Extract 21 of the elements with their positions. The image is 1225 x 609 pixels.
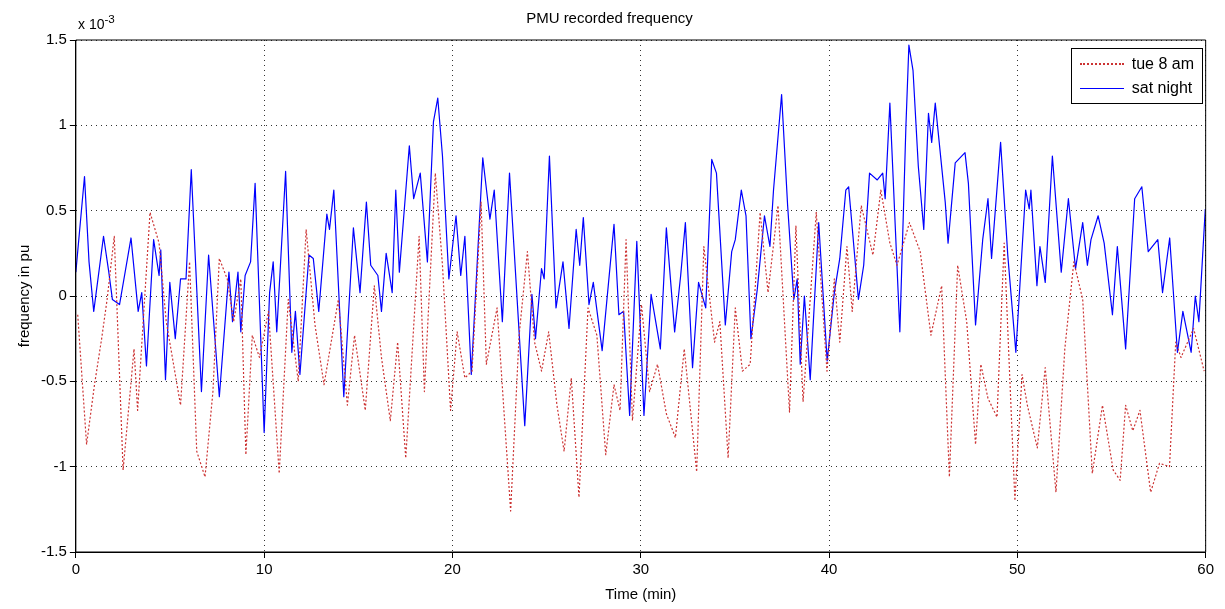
y-tick-label: -0.5 xyxy=(40,371,67,389)
x-tick-label: 10 xyxy=(255,560,273,578)
y-tick-label: 1.5 xyxy=(45,30,67,48)
x-tick-label: 20 xyxy=(444,560,461,578)
x-tick-label: 40 xyxy=(820,560,838,578)
text: x 10$^{-3}$ xyxy=(78,12,115,32)
y-axis-title: frequency in pu xyxy=(15,244,33,348)
x-tick-label: 60 xyxy=(1197,560,1214,578)
chart-title: PMU recorded frequency xyxy=(526,9,694,27)
line-series xyxy=(77,172,1205,512)
x-axis-title: Time (min) xyxy=(605,585,677,603)
legend-label: tue 8 am xyxy=(1131,54,1194,74)
y-tick-label: 0.5 xyxy=(45,200,67,218)
x-tick-label: 30 xyxy=(632,560,650,578)
legend-label: sat night xyxy=(1131,78,1193,98)
y-tick-label: -1 xyxy=(53,456,67,474)
y-tick-label: 0 xyxy=(58,286,67,304)
x-tick-label: 50 xyxy=(1009,560,1026,578)
x-tick-label: 0 xyxy=(71,560,81,578)
y-tick-label: 1 xyxy=(58,115,67,133)
y-tick-label: -1.5 xyxy=(40,542,67,560)
